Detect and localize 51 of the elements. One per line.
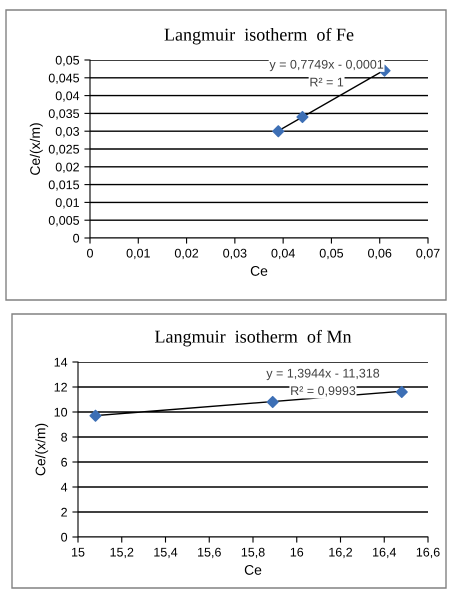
x-axis-title: Ce (244, 564, 262, 575)
point (296, 110, 309, 124)
chart-title: Langmuir isotherm of Fe (164, 28, 354, 44)
y-tick-label: 0,035 (48, 109, 80, 120)
y-axis-title: Ce/(x/m) (35, 424, 48, 476)
x-tick-label: 15 (72, 548, 84, 557)
annotation: R² = 1 (310, 78, 344, 86)
y-tick-label: 2 (61, 508, 67, 517)
y-tick-label: 0 (61, 532, 68, 542)
y-tick-label: 0,015 (48, 180, 80, 191)
x-tick-label: 0,01 (126, 248, 150, 260)
y-tick-label: 0,025 (48, 144, 80, 156)
y-tick-label: 0 (73, 234, 80, 243)
chart-title: Langmuir isotherm of Mn (154, 330, 352, 346)
point (396, 386, 408, 398)
x-tick-label: 0,02 (174, 248, 198, 260)
annotation: R² = 0,9993 (291, 386, 356, 397)
y-tick-label: 14 (54, 358, 68, 367)
point (89, 410, 102, 422)
y-tick-label: 6 (61, 458, 68, 467)
y-tick-label: 8 (61, 432, 68, 442)
y-tick-label: 0,005 (48, 216, 80, 226)
x-tick-label: 15,6 (198, 548, 221, 558)
annotation: y = 0,7749x - 0,0001 (269, 60, 384, 72)
y-tick-label: 0,03 (56, 127, 80, 138)
point (266, 396, 279, 408)
y-tick-label: 0,045 (48, 74, 80, 84)
y-axis-title: Ce/(x/m) (30, 123, 43, 175)
y-tick-label: 0,04 (56, 91, 80, 102)
x-tick-label: 16 (290, 548, 304, 557)
x-tick-label: 15,2 (110, 548, 134, 558)
y-tick-label: 4 (60, 482, 68, 492)
x-tick-label: 0 (87, 248, 93, 258)
x-tick-label: 0,03 (223, 248, 246, 260)
x-axis-title: Ce (250, 266, 268, 276)
x-tick-label: 0,07 (416, 248, 440, 260)
point (272, 125, 284, 138)
y-tick-label: 10 (54, 408, 68, 417)
x-tick-label: 16,6 (416, 548, 440, 558)
x-tick-label: 15,4 (154, 548, 178, 558)
x-tick-label: 16,2 (329, 548, 352, 558)
annotation: y = 1,3944x - 11,318 (266, 368, 380, 380)
y-tick-label: 12 (54, 382, 67, 392)
y-tick-label: 0,05 (56, 56, 80, 66)
y-tick-label: 0,01 (56, 198, 79, 209)
x-tick-label: 16,4 (373, 548, 396, 558)
x-tick-label: 0,06 (368, 248, 392, 260)
x-tick-label: 15,8 (242, 548, 265, 558)
y-tick-label: 0,02 (56, 162, 79, 173)
x-tick-label: 0,05 (320, 248, 344, 260)
x-tick-label: 0,04 (271, 248, 295, 260)
